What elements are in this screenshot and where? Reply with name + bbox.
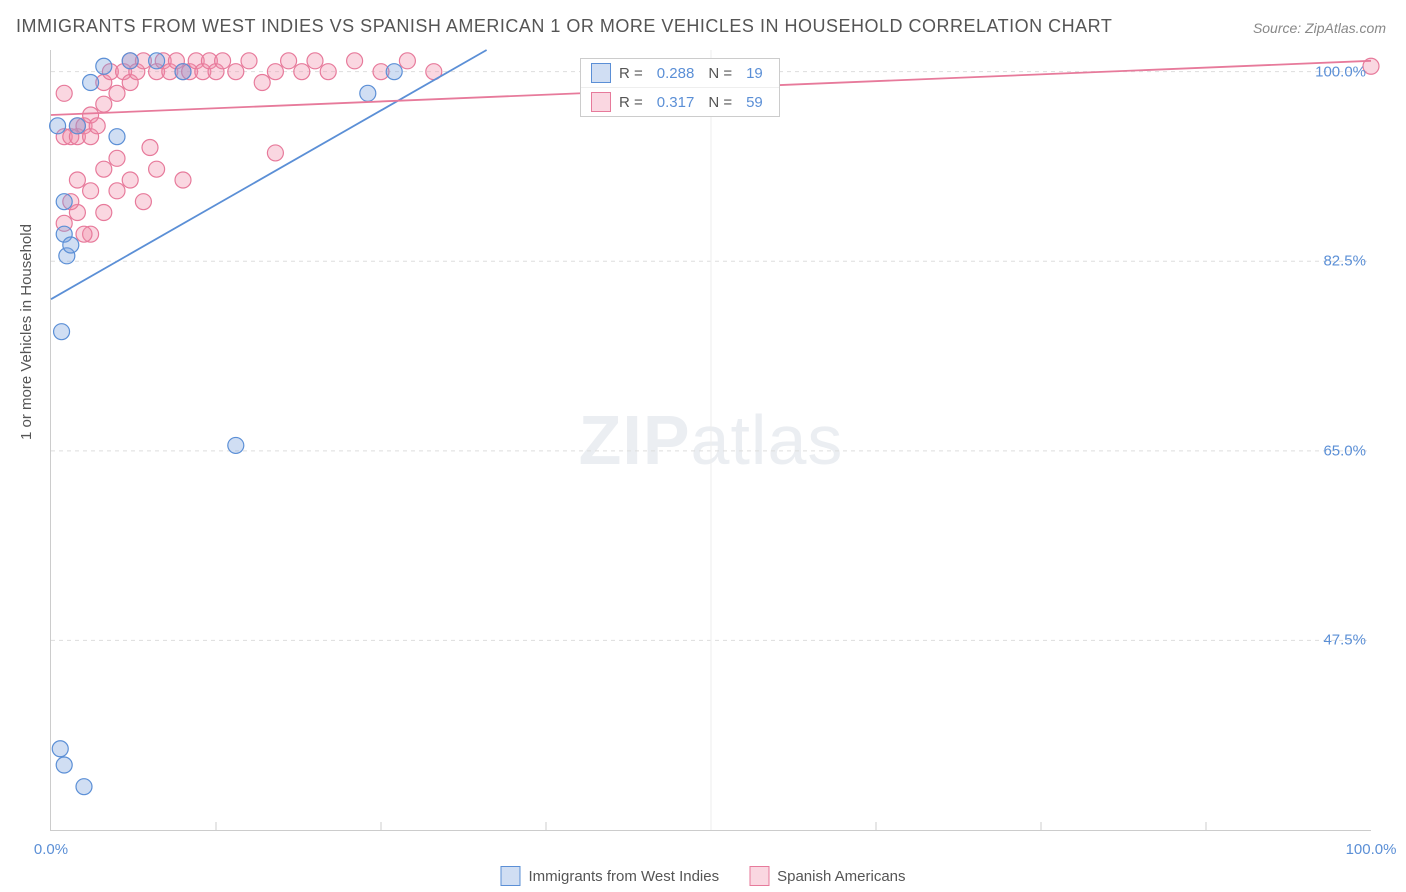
plot-area: ZIPatlas 47.5%65.0%82.5%100.0%0.0%100.0% bbox=[50, 50, 1371, 831]
r-label: R = bbox=[619, 94, 643, 111]
series-legend-item-2: Spanish Americans bbox=[749, 866, 905, 886]
legend-swatch-pink bbox=[749, 866, 769, 886]
legend-row-2: R = 0.317 N = 59 bbox=[581, 87, 779, 116]
legend-swatch-blue bbox=[500, 866, 520, 886]
legend-row-1: R = 0.288 N = 19 bbox=[581, 59, 779, 87]
source-attribution: Source: ZipAtlas.com bbox=[1253, 20, 1386, 36]
y-axis-label: 1 or more Vehicles in Household bbox=[18, 224, 35, 440]
y-tick-label: 65.0% bbox=[1286, 442, 1376, 459]
x-tick-label: 0.0% bbox=[34, 841, 68, 858]
series-legend-item-1: Immigrants from West Indies bbox=[500, 866, 719, 886]
correlation-legend: R = 0.288 N = 19 R = 0.317 N = 59 bbox=[580, 58, 780, 117]
legend-swatch-pink bbox=[591, 92, 611, 112]
y-tick-label: 47.5% bbox=[1286, 632, 1376, 649]
chart-svg bbox=[51, 50, 1371, 830]
chart-title: IMMIGRANTS FROM WEST INDIES VS SPANISH A… bbox=[16, 16, 1112, 37]
x-tick-label: 100.0% bbox=[1346, 841, 1397, 858]
n-label: N = bbox=[708, 65, 732, 82]
y-tick-label: 100.0% bbox=[1286, 63, 1376, 80]
y-tick-label: 82.5% bbox=[1286, 253, 1376, 270]
n-label: N = bbox=[708, 94, 732, 111]
series-legend: Immigrants from West Indies Spanish Amer… bbox=[500, 866, 905, 886]
r-label: R = bbox=[619, 65, 643, 82]
r-value-1: 0.288 bbox=[657, 65, 695, 82]
series-1-name: Immigrants from West Indies bbox=[528, 868, 719, 885]
n-value-1: 19 bbox=[746, 65, 763, 82]
legend-swatch-blue bbox=[591, 63, 611, 83]
r-value-2: 0.317 bbox=[657, 94, 695, 111]
series-2-name: Spanish Americans bbox=[777, 868, 905, 885]
n-value-2: 59 bbox=[746, 94, 763, 111]
